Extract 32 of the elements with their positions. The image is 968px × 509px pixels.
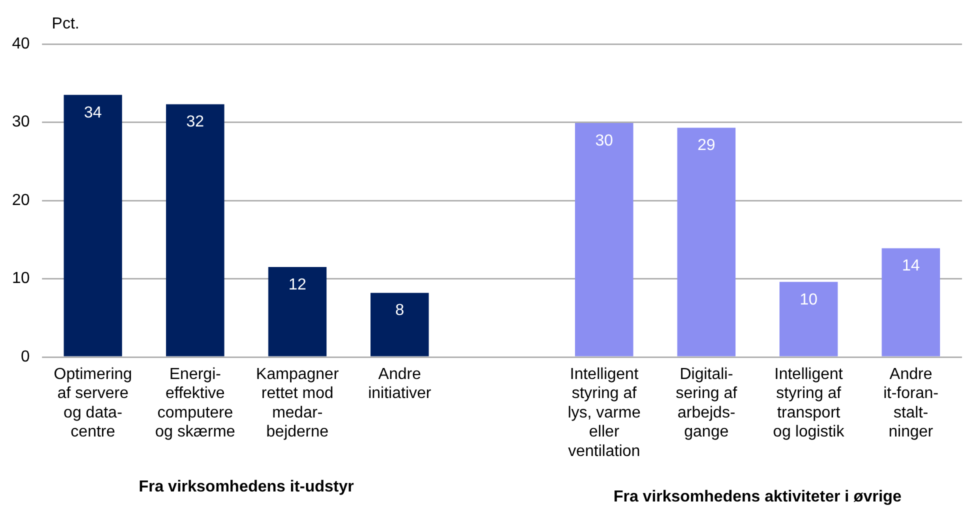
y-axis-title: Pct. bbox=[52, 15, 80, 32]
data-label: 30 bbox=[595, 132, 614, 150]
x-tick-label: Intelligent styring af transport og logistik bbox=[773, 366, 846, 441]
data-label: 10 bbox=[800, 291, 818, 308]
x-tick-label: Intelligent styring af lys, varme eller ventilation bbox=[568, 366, 641, 460]
data-label: 34 bbox=[84, 104, 102, 122]
bar bbox=[166, 104, 224, 356]
y-tick-label: 0 bbox=[20, 348, 30, 366]
data-label: 32 bbox=[186, 114, 204, 131]
y-tick-label: 10 bbox=[12, 270, 30, 288]
bar bbox=[64, 94, 122, 356]
bar bbox=[779, 282, 838, 356]
x-tick-label: Optimering af servere og data- centre bbox=[54, 366, 132, 441]
bar bbox=[882, 248, 940, 356]
bar bbox=[575, 123, 634, 356]
data-label: 29 bbox=[697, 137, 716, 154]
bar bbox=[268, 267, 327, 356]
bar bbox=[370, 292, 429, 356]
y-tick-label: 40 bbox=[12, 35, 30, 52]
x-tick-label: Andre it-foran- stalt- ninger bbox=[883, 366, 938, 441]
text: Fra virksomhedens aktiviteter i øvrige bbox=[613, 488, 902, 506]
text: Fra virksomhedens it-udstyr bbox=[138, 478, 354, 496]
x-tick-label: Andre initiativer bbox=[368, 366, 432, 402]
y-tick-label: 30 bbox=[12, 114, 30, 131]
x-tick-label: Digitali- sering af arbejds- gange bbox=[676, 366, 738, 441]
bar bbox=[677, 128, 736, 356]
x-tick-label: Kampagner rettet mod medar- bejderne bbox=[256, 366, 340, 441]
x-tick-label: Energi- effektive computere og skærme bbox=[155, 366, 236, 441]
data-label: 12 bbox=[288, 276, 306, 294]
data-label: 8 bbox=[395, 302, 404, 320]
data-label: 14 bbox=[902, 258, 920, 275]
y-tick-label: 20 bbox=[12, 192, 30, 209]
